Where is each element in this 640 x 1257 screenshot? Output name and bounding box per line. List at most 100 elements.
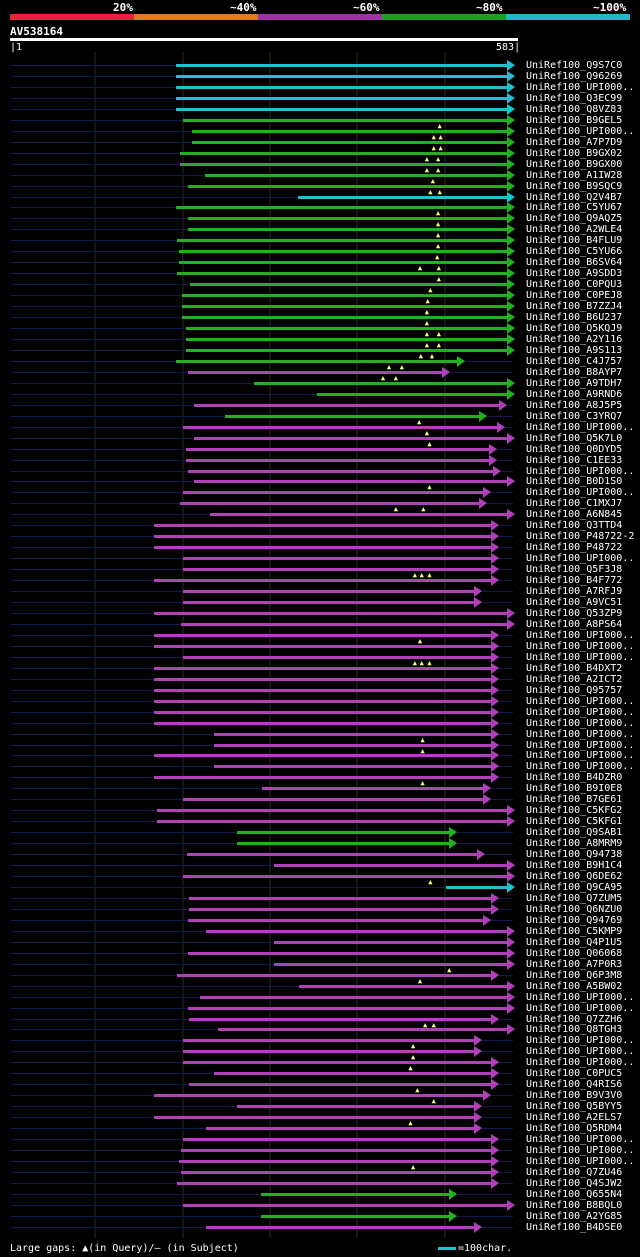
hit-alignment-bar[interactable]	[273, 864, 508, 867]
hit-label[interactable]: UniRef100_Q5KQJ9	[526, 323, 623, 334]
hit-alignment-bar[interactable]	[189, 1018, 492, 1021]
hit-alignment-bar[interactable]	[183, 1204, 508, 1207]
hit-label[interactable]: UniRef100_Q3TTD4	[526, 520, 623, 531]
hit-alignment-bar[interactable]	[153, 689, 492, 692]
hit-alignment-bar[interactable]	[183, 557, 492, 560]
hit-alignment-bar[interactable]	[209, 513, 508, 516]
hit-alignment-bar[interactable]	[260, 1215, 451, 1218]
hit-alignment-bar[interactable]	[176, 75, 508, 78]
hit-alignment-bar[interactable]	[185, 459, 490, 462]
hit-label[interactable]: UniRef100_B9GX00	[526, 159, 623, 170]
hit-label[interactable]: UniRef100_A5BW02	[526, 981, 623, 992]
hit-alignment-bar[interactable]	[183, 1061, 492, 1064]
hit-alignment-bar[interactable]	[157, 809, 508, 812]
hit-alignment-bar[interactable]	[183, 1050, 476, 1053]
hit-label[interactable]: UniRef100_B0D1S0	[526, 476, 623, 487]
hit-alignment-bar[interactable]	[153, 722, 492, 725]
hit-label[interactable]: UniRef100_UPI000..	[526, 1134, 635, 1145]
hit-label[interactable]: UniRef100_Q5RDM4	[526, 1123, 623, 1134]
hit-alignment-bar[interactable]	[176, 206, 508, 209]
hit-alignment-bar[interactable]	[191, 141, 508, 144]
hit-label[interactable]: UniRef100_B9H1C4	[526, 860, 623, 871]
hit-label[interactable]: UniRef100_C1EE33	[526, 455, 623, 466]
hit-label[interactable]: UniRef100_UPI000..	[526, 750, 635, 761]
hit-label[interactable]: UniRef100_UPI000..	[526, 641, 635, 652]
hit-alignment-bar[interactable]	[187, 919, 484, 922]
hit-label[interactable]: UniRef100_C5KMP9	[526, 926, 623, 937]
hit-label[interactable]: UniRef100_B8BQL0	[526, 1200, 623, 1211]
hit-alignment-bar[interactable]	[206, 1127, 476, 1130]
hit-label[interactable]: UniRef100_Q5F3J8	[526, 564, 623, 575]
hit-alignment-bar[interactable]	[178, 1160, 492, 1163]
hit-label[interactable]: UniRef100_A7P0R3	[526, 959, 623, 970]
hit-alignment-bar[interactable]	[153, 711, 492, 714]
hit-label[interactable]: UniRef100_A8J5P5	[526, 400, 623, 411]
hit-label[interactable]: UniRef100_Q7ZZH6	[526, 1014, 623, 1025]
hit-label[interactable]: UniRef100_Q4RIS6	[526, 1079, 623, 1090]
hit-alignment-bar[interactable]	[182, 316, 508, 319]
hit-label[interactable]: UniRef100_B9I0E8	[526, 783, 623, 794]
hit-label[interactable]: UniRef100_C0PEJ8	[526, 290, 623, 301]
hit-label[interactable]: UniRef100_P48722-2	[526, 531, 635, 542]
hit-label[interactable]: UniRef100_Q5BYY5	[526, 1101, 623, 1112]
hit-alignment-bar[interactable]	[185, 349, 508, 352]
hit-alignment-bar[interactable]	[179, 163, 508, 166]
hit-label[interactable]: UniRef100_P48722	[526, 542, 623, 553]
hit-label[interactable]: UniRef100_Q7ZU46	[526, 1167, 623, 1178]
hit-alignment-bar[interactable]	[191, 130, 508, 133]
hit-alignment-bar[interactable]	[179, 152, 508, 155]
hit-label[interactable]: UniRef100_B9GEL5	[526, 115, 623, 126]
hit-label[interactable]: UniRef100_C3YRQ7	[526, 411, 623, 422]
hit-label[interactable]: UniRef100_Q8VZ83	[526, 104, 623, 115]
hit-alignment-bar[interactable]	[183, 875, 508, 878]
hit-alignment-bar[interactable]	[214, 744, 492, 747]
hit-label[interactable]: UniRef100_Q95757	[526, 685, 623, 696]
hit-alignment-bar[interactable]	[190, 283, 508, 286]
hit-label[interactable]: UniRef100_UPI000..	[526, 761, 635, 772]
hit-alignment-bar[interactable]	[200, 996, 508, 999]
hit-alignment-bar[interactable]	[153, 546, 492, 549]
hit-alignment-bar[interactable]	[189, 1083, 492, 1086]
hit-alignment-bar[interactable]	[214, 733, 492, 736]
hit-label[interactable]: UniRef100_UPI000..	[526, 487, 635, 498]
hit-label[interactable]: UniRef100_Q94769	[526, 915, 623, 926]
hit-label[interactable]: UniRef100_Q6DE62	[526, 871, 623, 882]
hit-alignment-bar[interactable]	[183, 656, 492, 659]
hit-alignment-bar[interactable]	[177, 239, 508, 242]
hit-label[interactable]: UniRef100_UPI000..	[526, 707, 635, 718]
hit-alignment-bar[interactable]	[188, 371, 444, 374]
hit-label[interactable]: UniRef100_UPI000..	[526, 729, 635, 740]
hit-label[interactable]: UniRef100_UPI000..	[526, 422, 635, 433]
hit-label[interactable]: UniRef100_Q9S7C0	[526, 60, 623, 71]
hit-label[interactable]: UniRef100_UPI000..	[526, 126, 635, 137]
hit-alignment-bar[interactable]	[182, 294, 508, 297]
hit-alignment-bar[interactable]	[157, 820, 508, 823]
hit-alignment-bar[interactable]	[183, 119, 508, 122]
hit-alignment-bar[interactable]	[182, 305, 508, 308]
hit-label[interactable]: UniRef100_C1MXJ7	[526, 498, 623, 509]
hit-label[interactable]: UniRef100_Q8TGH3	[526, 1024, 623, 1035]
hit-alignment-bar[interactable]	[187, 952, 508, 955]
hit-alignment-bar[interactable]	[316, 393, 508, 396]
hit-alignment-bar[interactable]	[193, 437, 508, 440]
hit-alignment-bar[interactable]	[183, 426, 498, 429]
hit-label[interactable]: UniRef100_C5YU67	[526, 202, 623, 213]
hit-alignment-bar[interactable]	[153, 612, 508, 615]
hit-label[interactable]: UniRef100_C4J757	[526, 356, 623, 367]
hit-label[interactable]: UniRef100_A9RND6	[526, 389, 623, 400]
hit-label[interactable]: UniRef100_UPI000..	[526, 992, 635, 1003]
hit-label[interactable]: UniRef100_C5KFG2	[526, 805, 623, 816]
hit-alignment-bar[interactable]	[214, 1072, 492, 1075]
hit-alignment-bar[interactable]	[236, 831, 451, 834]
hit-alignment-bar[interactable]	[185, 338, 508, 341]
hit-alignment-bar[interactable]	[177, 974, 492, 977]
hit-alignment-bar[interactable]	[176, 108, 508, 111]
hit-label[interactable]: UniRef100_Q2V4B7	[526, 192, 623, 203]
hit-alignment-bar[interactable]	[183, 1039, 476, 1042]
hit-alignment-bar[interactable]	[224, 415, 481, 418]
hit-label[interactable]: UniRef100_A7P7D9	[526, 137, 623, 148]
hit-label[interactable]: UniRef100_C0PQU3	[526, 279, 623, 290]
hit-label[interactable]: UniRef100_Q6NZU0	[526, 904, 623, 915]
hit-alignment-bar[interactable]	[153, 667, 492, 670]
hit-alignment-bar[interactable]	[189, 897, 492, 900]
